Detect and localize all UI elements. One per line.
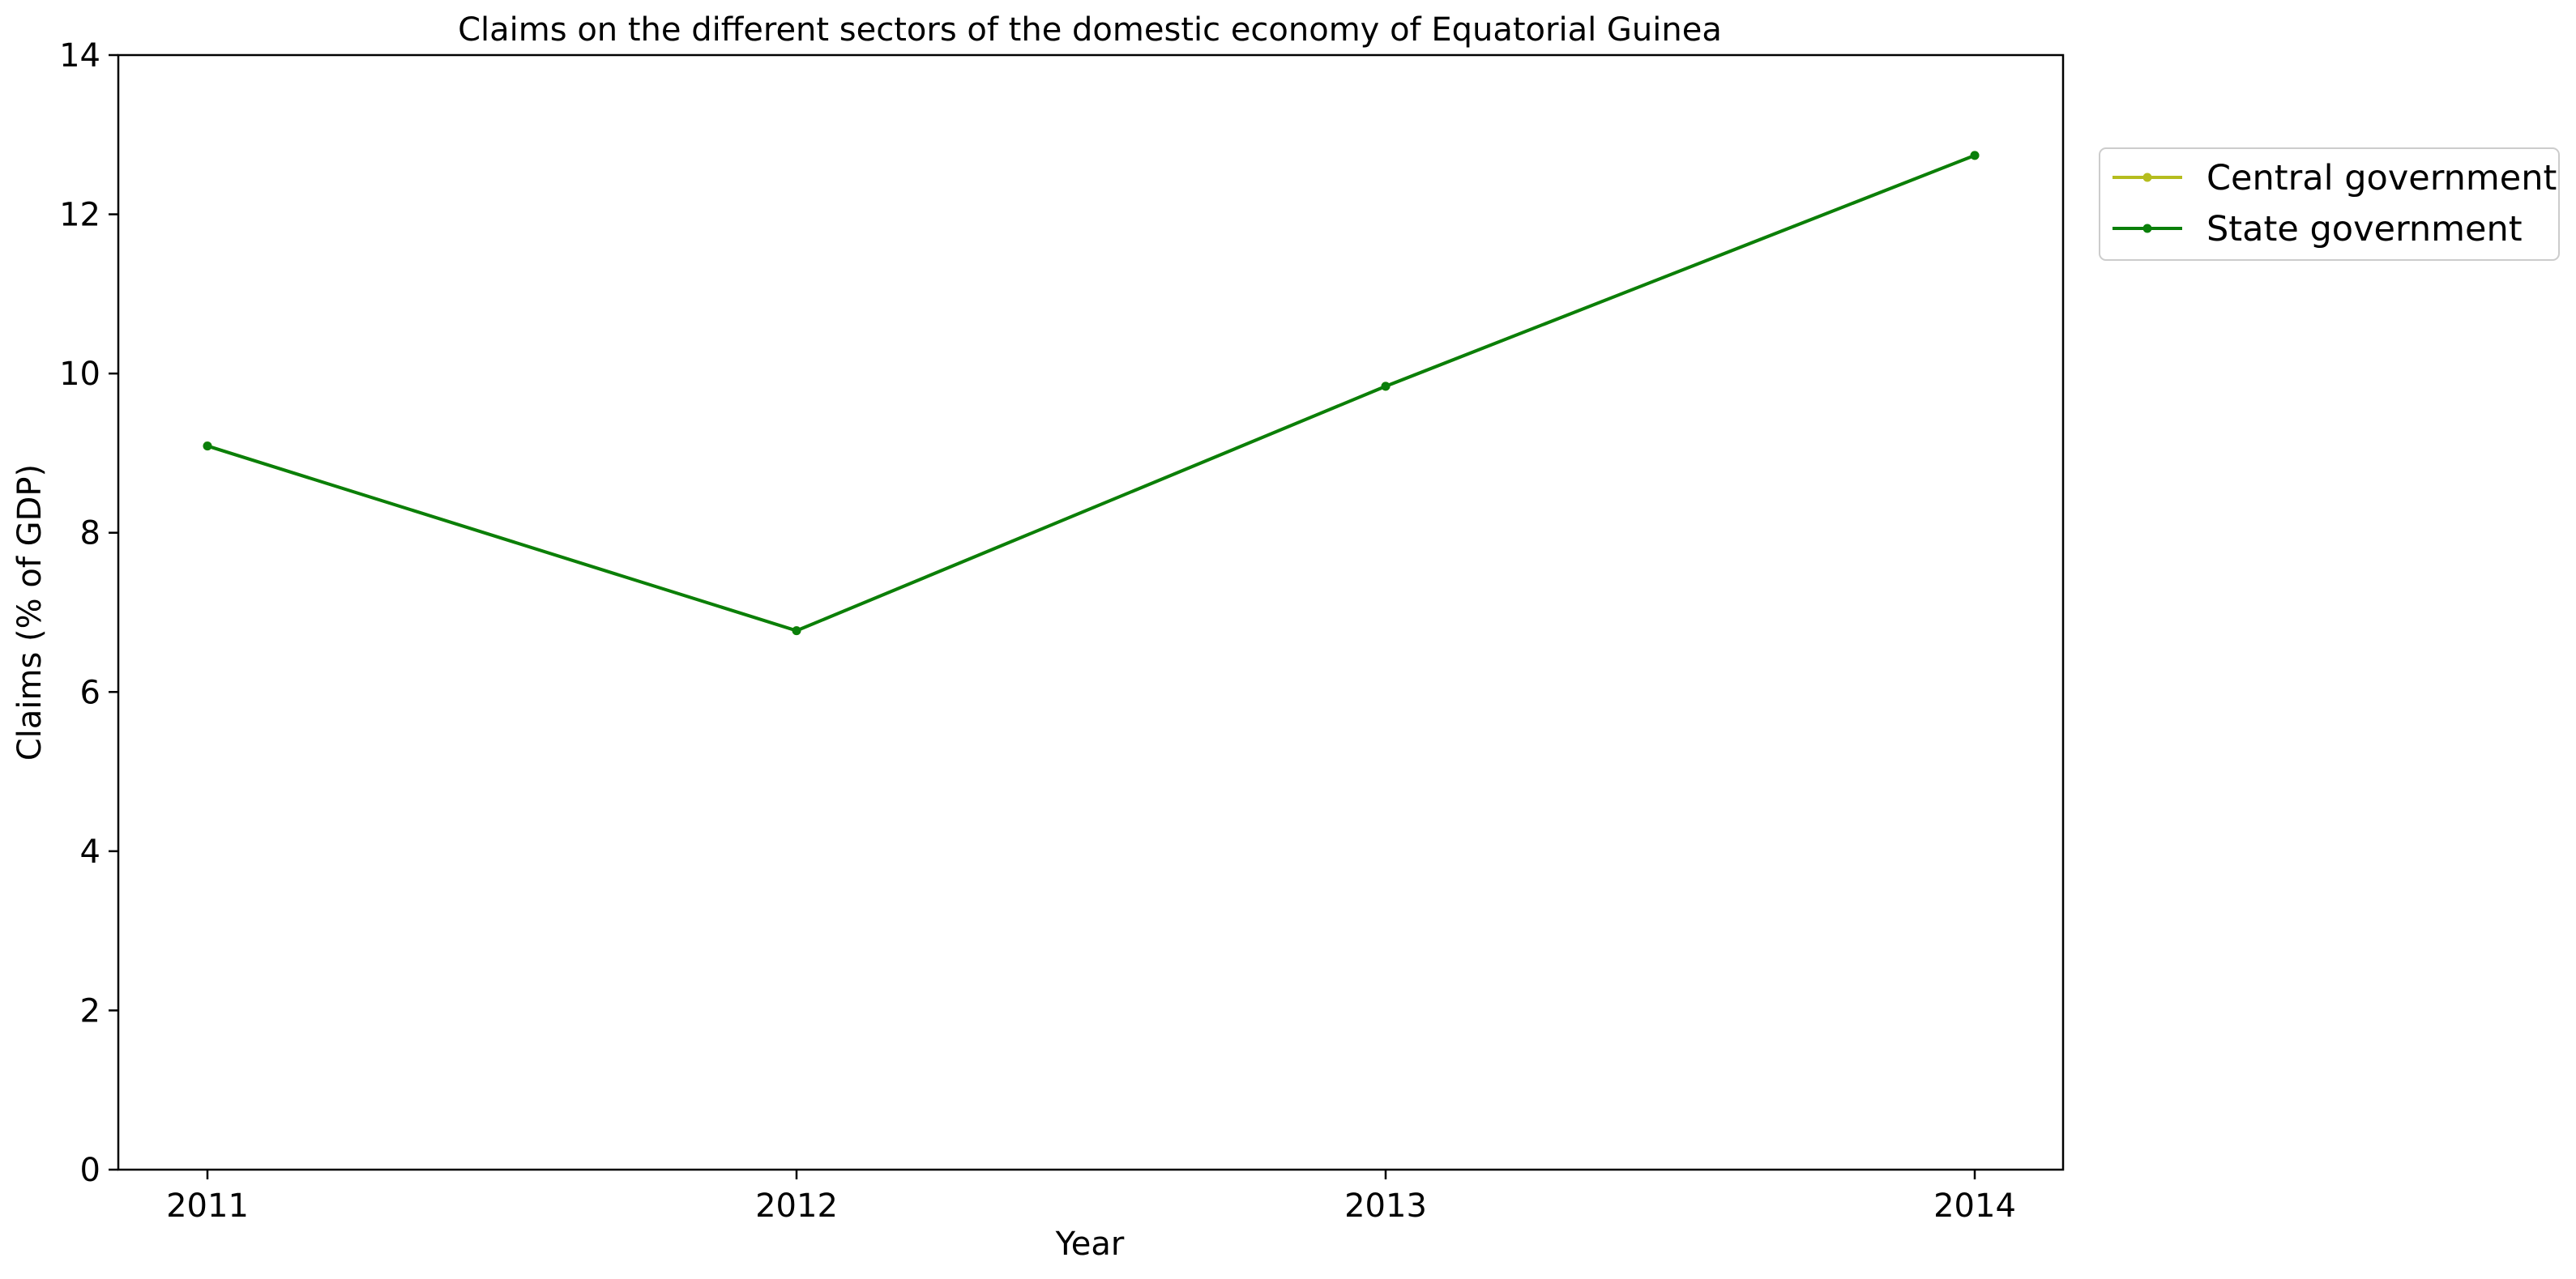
series-1 [203,151,1980,635]
y-tick-label: 14 [59,37,100,75]
x-tick-label: 2011 [166,1187,249,1225]
y-tick-label: 6 [80,674,100,711]
data-point [203,441,212,450]
y-tick-label: 8 [80,515,100,552]
data-point [1971,151,1980,160]
y-tick-label: 0 [80,1152,100,1189]
y-tick-label: 2 [80,992,100,1030]
plot-series [203,151,1980,635]
y-tick-label: 12 [59,197,100,234]
x-axis: 2011 2012 2013 2014 [166,1170,2016,1225]
x-axis-label: Year [1055,1226,1125,1263]
series-2 [203,151,1980,635]
series-line [207,156,1975,631]
y-tick-label: 10 [59,356,100,393]
x-tick-label: 2013 [1344,1187,1427,1225]
x-tick-label: 2012 [755,1187,838,1225]
y-tick-label: 4 [80,833,100,871]
legend-label: State government [2206,209,2523,249]
legend-label: Central government [2206,158,2557,198]
legend: Central government State government [2100,148,2559,260]
y-axis: 0 2 4 6 8 10 12 14 [59,37,118,1189]
x-tick-label: 2014 [1933,1187,2016,1225]
legend-swatch-marker [2143,224,2152,233]
y-axis-label: Claims (% of GDP) [11,464,49,761]
legend-swatch-marker [2143,173,2152,182]
chart-title: Claims on the different sectors of the d… [458,11,1722,49]
series-line [207,156,1975,631]
plot-frame [118,55,2063,1170]
data-point [1382,382,1391,390]
data-point [792,626,801,635]
